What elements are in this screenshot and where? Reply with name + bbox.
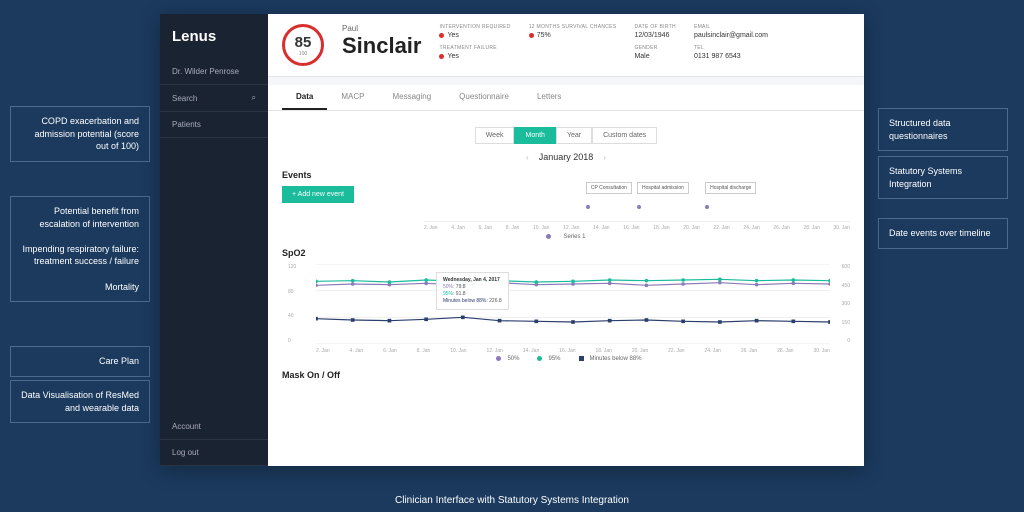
spo2-title: SpO2 — [282, 248, 850, 258]
spo2-section: SpO2 12080400 6004503001500 2. Jan4. Jan… — [282, 248, 850, 362]
brand-logo: Lenus — [160, 14, 268, 59]
tab-questionnaire[interactable]: Questionnaire — [445, 85, 523, 110]
callout-timeline: Date events over timeline — [878, 218, 1008, 249]
search-icon: ⌕ — [252, 93, 256, 103]
sidebar-patients[interactable]: Patients — [160, 112, 268, 138]
score-denom: 100 — [299, 51, 307, 57]
callout-benefit: Potential benefit from escalation of int… — [10, 196, 150, 302]
search-label: Search — [172, 94, 197, 103]
tab-messaging[interactable]: Messaging — [378, 85, 445, 110]
patient-header: 85 100 Paul Sinclair INTERVENTION REQUIR… — [268, 14, 864, 77]
callout-datavis: Data Visualisation of ResMed and wearabl… — [10, 380, 150, 423]
sidebar-account[interactable]: Account — [160, 414, 268, 440]
month-selector: ‹ January 2018 › — [282, 152, 850, 162]
sidebar-doctor[interactable]: Dr. Wilder Penrose — [160, 59, 268, 85]
meta-survival: 12 MONTHS SURVIVAL CHANCES 75% — [529, 24, 617, 66]
score-circle: 85 100 — [282, 24, 324, 66]
main-panel: 85 100 Paul Sinclair INTERVENTION REQUIR… — [268, 14, 864, 466]
meta-dob-gender: DATE OF BIRTH 12/03/1946 GENDER Male — [634, 24, 676, 66]
events-title: Events — [282, 170, 850, 180]
event-tag[interactable]: Hospital admission — [637, 182, 689, 194]
callout-careplan: Care Plan — [10, 346, 150, 377]
app-window: Lenus Dr. Wilder Penrose Search ⌕ Patien… — [160, 14, 864, 466]
events-timeline: 2. Jan4. Jan6. Jan8. Jan10. Jan12. Jan14… — [424, 186, 850, 222]
month-label: January 2018 — [539, 152, 594, 162]
tab-macp[interactable]: MACP — [327, 85, 378, 110]
spo2-chart: 12080400 6004503001500 2. Jan4. Jan6. Ja… — [316, 264, 830, 344]
meta-intervention: INTERVENTION REQUIRED Yes TREATMENT FAIL… — [439, 24, 510, 66]
callout-copd: COPD exacerbation and admission potentia… — [10, 106, 150, 162]
first-name: Paul — [342, 24, 421, 33]
dot-icon — [529, 33, 534, 38]
tab-letters[interactable]: Letters — [523, 85, 575, 110]
content-area: WeekMonthYearCustom dates ‹ January 2018… — [268, 111, 864, 466]
chart-tooltip: Wednesday, Jan 4, 2017 50%: 79.895%: 91.… — [436, 272, 509, 310]
range-year[interactable]: Year — [556, 127, 592, 144]
events-legend: Series 1 — [282, 234, 850, 240]
callout-statutory: Statutory Systems Integration — [878, 156, 1008, 199]
add-event-button[interactable]: + Add new event — [282, 186, 354, 203]
sidebar: Lenus Dr. Wilder Penrose Search ⌕ Patien… — [160, 14, 268, 466]
range-week[interactable]: Week — [475, 127, 515, 144]
chevron-right-icon[interactable]: › — [603, 153, 606, 162]
event-tag[interactable]: CP Consultation — [586, 182, 632, 194]
sidebar-logout[interactable]: Log out — [160, 440, 268, 466]
sidebar-search[interactable]: Search ⌕ — [160, 85, 268, 112]
mask-section: Mask On / Off — [282, 370, 850, 380]
patient-name: Paul Sinclair — [342, 24, 421, 66]
last-name: Sinclair — [342, 33, 421, 59]
tab-bar: DataMACPMessagingQuestionnaireLetters — [268, 85, 864, 111]
dot-icon — [439, 33, 444, 38]
chevron-left-icon[interactable]: ‹ — [526, 153, 529, 162]
range-custom-dates[interactable]: Custom dates — [592, 127, 657, 144]
range-month[interactable]: Month — [514, 127, 555, 144]
tab-data[interactable]: Data — [282, 85, 327, 110]
event-tag[interactable]: Hospital discharge — [705, 182, 756, 194]
range-buttons: WeekMonthYearCustom dates — [282, 127, 850, 144]
dot-icon — [439, 54, 444, 59]
callout-questionnaires: Structured data questionnaires — [878, 108, 1008, 151]
score-value: 85 — [295, 34, 312, 51]
figure-caption: Clinician Interface with Statutory Syste… — [0, 495, 1024, 506]
spo2-legend: 50%95%Minutes below 88% — [282, 356, 850, 362]
mask-title: Mask On / Off — [282, 370, 850, 380]
events-section: Events + Add new event 2. Jan4. Jan6. Ja… — [282, 170, 850, 240]
meta-contact: EMAIL paulsinclair@gmail.com TEL 0131 98… — [694, 24, 768, 66]
